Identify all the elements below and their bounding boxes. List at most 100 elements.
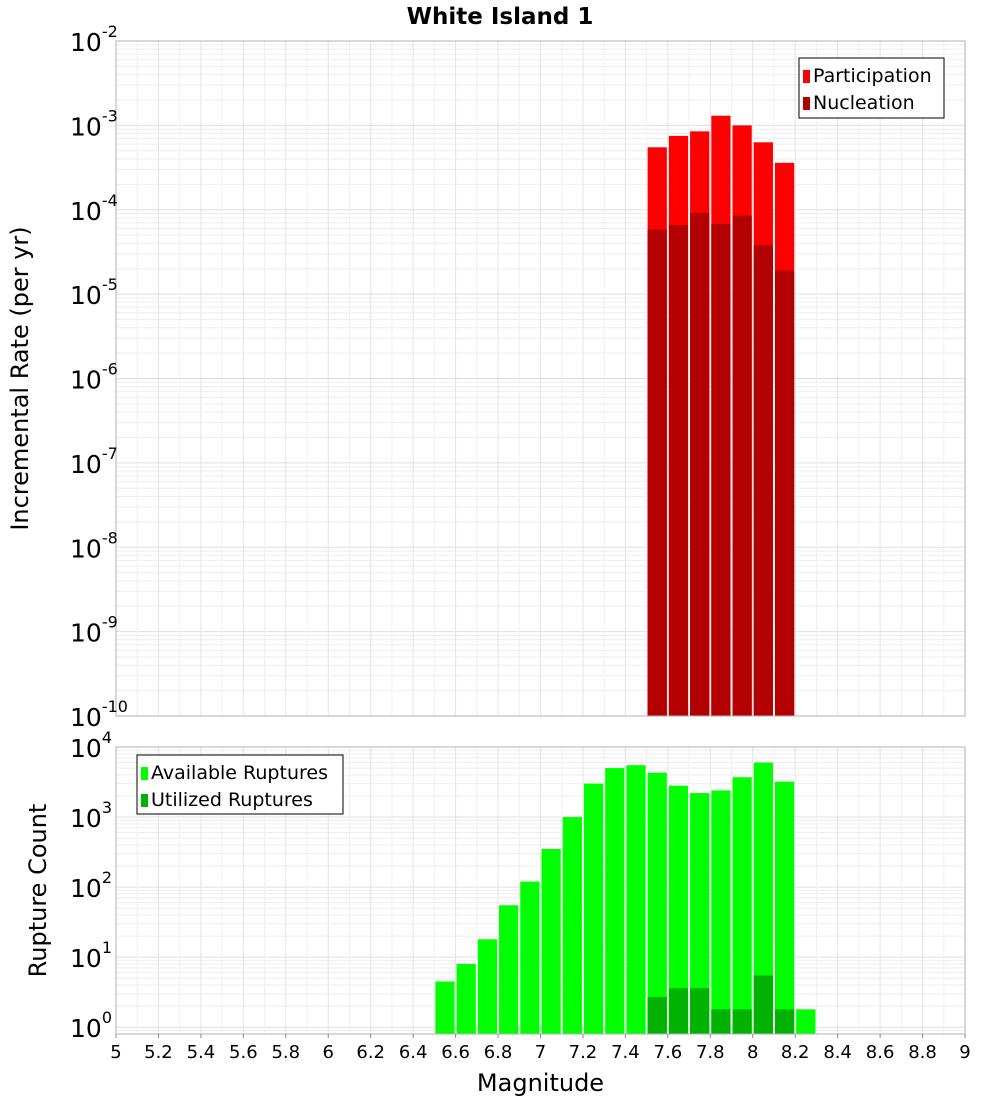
- y-tick-exponent: 2: [102, 868, 112, 887]
- y-tick-label: 10-3: [70, 106, 118, 141]
- y-tick-exponent: -7: [102, 444, 118, 463]
- x-tick-label: 5.4: [187, 1042, 216, 1063]
- x-tick-label: 5.6: [229, 1042, 258, 1063]
- bar: [520, 881, 540, 1034]
- y-tick-label: 10-10: [70, 697, 128, 732]
- y-tick-base: 10: [70, 874, 102, 903]
- x-tick-label: 7.8: [696, 1042, 725, 1063]
- y-axis-label: Incremental Rate (per yr): [6, 226, 34, 530]
- y-tick-label: 10-8: [70, 528, 118, 563]
- bar: [753, 762, 773, 1034]
- y-tick-exponent: 1: [102, 938, 112, 957]
- y-tick-base: 10: [70, 734, 102, 763]
- legend: Available Ruptures Utilized Ruptures: [136, 754, 344, 815]
- y-tick-exponent: -9: [102, 613, 118, 632]
- legend-swatch: [141, 794, 148, 807]
- y-tick-base: 10: [70, 1014, 102, 1043]
- y-tick-exponent: 4: [102, 728, 112, 747]
- x-tick-label: 8.6: [866, 1042, 895, 1063]
- y-tick-base: 10: [70, 366, 102, 395]
- y-tick-label: 102: [70, 868, 112, 903]
- y-tick-base: 10: [70, 804, 102, 833]
- bar: [477, 939, 498, 1034]
- plot-frame: [115, 40, 966, 717]
- x-tick-label: 6.6: [441, 1042, 470, 1063]
- y-tick-label: 10-9: [70, 613, 118, 648]
- bar: [690, 988, 710, 1034]
- bar: [562, 817, 582, 1034]
- y-tick-label: 10-5: [70, 275, 118, 310]
- x-tick-label: 8: [747, 1042, 758, 1063]
- bar: [711, 223, 731, 716]
- y-tick-base: 10: [70, 450, 102, 479]
- y-tick-base: 10: [70, 944, 102, 973]
- bar: [711, 1009, 731, 1034]
- legend-box: [136, 754, 344, 815]
- bar: [690, 212, 710, 716]
- bar: [711, 790, 731, 1034]
- bar: [774, 781, 795, 1034]
- bar: [753, 975, 773, 1034]
- bar: [732, 215, 752, 717]
- y-tick-exponent: 3: [102, 798, 112, 817]
- legend-swatch: [803, 97, 810, 110]
- x-tick-label: 8.4: [823, 1042, 852, 1063]
- y-tick-base: 10: [70, 703, 102, 732]
- y-tick-label: 10-7: [70, 444, 118, 479]
- y-tick-base: 10: [70, 619, 102, 648]
- x-axis-label: Magnitude: [477, 1069, 604, 1097]
- bar: [626, 765, 646, 1034]
- y-tick-label: 104: [70, 728, 112, 763]
- x-tick-label: 5.8: [271, 1042, 300, 1063]
- y-tick-base: 10: [70, 534, 102, 563]
- legend-label: Utilized Ruptures: [151, 789, 313, 811]
- bar: [668, 785, 689, 1034]
- chart-title: White Island 1: [407, 4, 594, 30]
- x-tick-labels: 5 5.2 5.4 5.6 5.8 6 6.2 6.4 6.6 6.8 7 7.2 7.4 7.6 7.8 8…: [110, 1034, 971, 1063]
- series-utilized-ruptures: [647, 975, 795, 1034]
- bar: [647, 772, 667, 1034]
- x-tick-label: 5: [110, 1042, 121, 1063]
- y-tick-exponent: -4: [102, 191, 118, 210]
- bar: [732, 1009, 752, 1034]
- legend-swatch: [803, 70, 810, 83]
- legend-swatch: [141, 767, 148, 780]
- bar: [583, 783, 604, 1034]
- bar: [690, 793, 710, 1034]
- bar: [647, 996, 667, 1034]
- bar: [647, 229, 667, 717]
- bar: [456, 963, 476, 1034]
- series-nucleation: [647, 212, 795, 717]
- x-tick-label: 6.4: [399, 1042, 428, 1063]
- legend: Participation Nucleation: [798, 57, 945, 119]
- x-tick-label: 6: [323, 1042, 334, 1063]
- y-tick-base: 10: [70, 28, 102, 57]
- bar: [605, 768, 625, 1034]
- y-tick-exponent: -5: [102, 275, 118, 294]
- y-tick-exponent: -2: [102, 22, 118, 41]
- y-tick-label: 103: [70, 798, 112, 833]
- y-tick-exponent: 0: [102, 1008, 112, 1027]
- x-tick-label: 7: [535, 1042, 546, 1063]
- y-tick-label: 100: [70, 1008, 112, 1043]
- bar: [774, 270, 795, 716]
- bar: [753, 245, 773, 717]
- y-tick-exponent: -8: [102, 528, 118, 547]
- x-tick-label: 8.2: [781, 1042, 810, 1063]
- legend-label: Nucleation: [813, 92, 915, 114]
- x-tick-label: 7.4: [611, 1042, 640, 1063]
- y-axis-label: Rupture Count: [24, 804, 52, 978]
- y-tick-base: 10: [70, 281, 102, 310]
- x-tick-label: 6.2: [356, 1042, 385, 1063]
- bar: [668, 224, 689, 716]
- bar: [668, 988, 689, 1034]
- legend-label: Available Ruptures: [151, 762, 328, 784]
- y-tick-base: 10: [70, 112, 102, 141]
- bar: [732, 777, 752, 1034]
- bar: [499, 905, 519, 1034]
